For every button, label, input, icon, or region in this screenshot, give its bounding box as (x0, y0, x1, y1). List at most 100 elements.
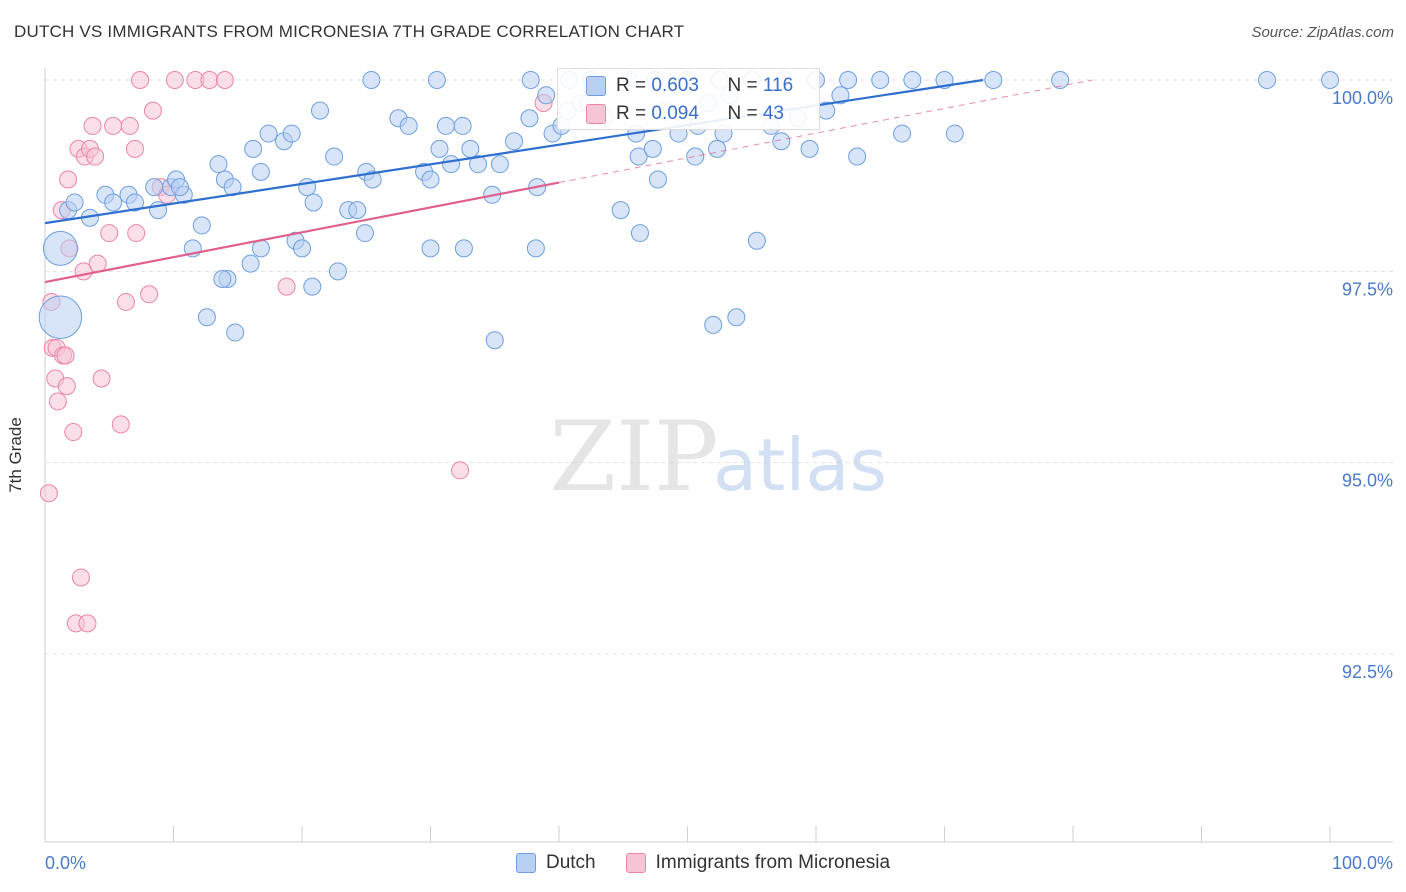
stats-legend: R = 0.603 N = 116 R = 0.094 N = 43 (557, 68, 820, 130)
legend-label: Immigrants from Micronesia (655, 852, 891, 873)
micronesia-point (39, 484, 58, 503)
dutch-point (244, 139, 263, 158)
dutch-point (772, 132, 791, 151)
dutch-point (363, 170, 382, 189)
legend-item-dutch[interactable]: Dutch (515, 852, 596, 874)
micronesia-point (71, 568, 90, 587)
micronesia-point (48, 392, 67, 411)
micronesia-point (86, 147, 105, 166)
dutch-point (38, 295, 83, 340)
dutch-point (686, 147, 705, 166)
dutch-point (984, 71, 1003, 89)
dutch-point (421, 239, 440, 258)
dutch-point (421, 170, 440, 189)
dutch-point (310, 101, 329, 120)
gridlines (45, 79, 1393, 655)
micronesia-point (143, 101, 162, 120)
micronesia-point (131, 71, 150, 89)
micronesia-point (83, 116, 102, 135)
micronesia-swatch (625, 853, 646, 873)
dutch-point (325, 147, 344, 166)
dutch-point (839, 71, 858, 89)
dutch-point (65, 193, 84, 212)
micronesia-point (451, 461, 470, 480)
chart-title: DUTCH VS IMMIGRANTS FROM MICRONESIA 7TH … (14, 22, 685, 41)
dutch-point (708, 139, 727, 158)
micronesia-point (78, 614, 97, 633)
dutch-point (848, 147, 867, 166)
dutch-point (241, 254, 260, 273)
dutch-point (526, 239, 545, 258)
dutch-point (226, 323, 245, 342)
micronesia-point (215, 71, 234, 89)
watermark-atlas: atlas (713, 423, 887, 507)
micronesia-point (116, 292, 135, 311)
dutch-point (521, 71, 540, 89)
dutch-point (454, 239, 473, 258)
dutch-swatch (586, 76, 606, 96)
dutch-point (251, 162, 270, 181)
dutch-point (355, 224, 374, 243)
dutch-point (197, 308, 216, 327)
micronesia-point (56, 346, 75, 365)
dutch-point (747, 231, 766, 250)
micronesia-point (120, 116, 139, 135)
micronesia-point (277, 277, 296, 296)
micronesia-point (92, 369, 111, 388)
dutch-point (223, 178, 242, 197)
axes (44, 68, 1393, 843)
micronesia-trend-line (44, 181, 560, 284)
dutch-point (259, 124, 278, 143)
dutch-point (348, 201, 367, 220)
r-value: 0.094 (651, 103, 699, 124)
x-tick-label-min: 0.0% (45, 853, 86, 873)
dutch-point (727, 308, 746, 327)
dutch-point (399, 116, 418, 135)
dutch-point (192, 216, 211, 235)
dutch-point (1051, 71, 1070, 89)
dutch-point (303, 277, 322, 296)
dutch-point (1258, 71, 1277, 89)
dutch-point (520, 109, 539, 128)
dutch-point (469, 155, 488, 174)
n-label: N = (727, 103, 763, 124)
micronesia-point (165, 71, 184, 89)
dutch-point (104, 193, 123, 212)
dutch-point (362, 71, 381, 89)
n-label: N = (727, 75, 763, 96)
dutch-point (213, 269, 232, 288)
dutch-point (505, 132, 524, 151)
watermark: ZIP atlas (549, 401, 887, 513)
dutch-point (209, 155, 228, 174)
trend-lines (44, 78, 1093, 284)
dutch-point (328, 262, 347, 281)
dutch-point (537, 86, 556, 105)
dutch-point (648, 170, 667, 189)
r-label: R = (616, 103, 652, 124)
dutch-point (170, 178, 189, 197)
dutch-point (304, 193, 323, 212)
tick-labels: 92.5% 95.0% 97.5% 100.0% 0.0% 100.0% (45, 88, 1393, 873)
dutch-point (453, 116, 472, 135)
micronesia-point (100, 224, 119, 243)
n-value: 43 (762, 103, 784, 124)
n-value: 116 (762, 75, 794, 96)
series-legend: Dutch Immigrants from Micronesia (0, 852, 1406, 874)
micronesia-point (59, 170, 78, 189)
source-label: Source: ZipAtlas.com (1251, 24, 1394, 41)
dutch-point (611, 201, 630, 220)
micronesia-point (57, 377, 76, 396)
micronesia-point (64, 423, 83, 442)
dutch-point (800, 139, 819, 158)
dutch-point (629, 147, 648, 166)
dutch-point (42, 230, 78, 266)
y-tick-label: 92.5% (1342, 662, 1393, 682)
y-tick-label: 97.5% (1342, 279, 1393, 299)
r-value: 0.603 (651, 75, 699, 96)
dutch-point (643, 139, 662, 158)
dutch-point (1321, 71, 1339, 89)
micronesia-point (200, 71, 219, 89)
legend-item-micronesia[interactable]: Immigrants from Micronesia (625, 852, 891, 874)
r-label: R = (616, 75, 652, 96)
